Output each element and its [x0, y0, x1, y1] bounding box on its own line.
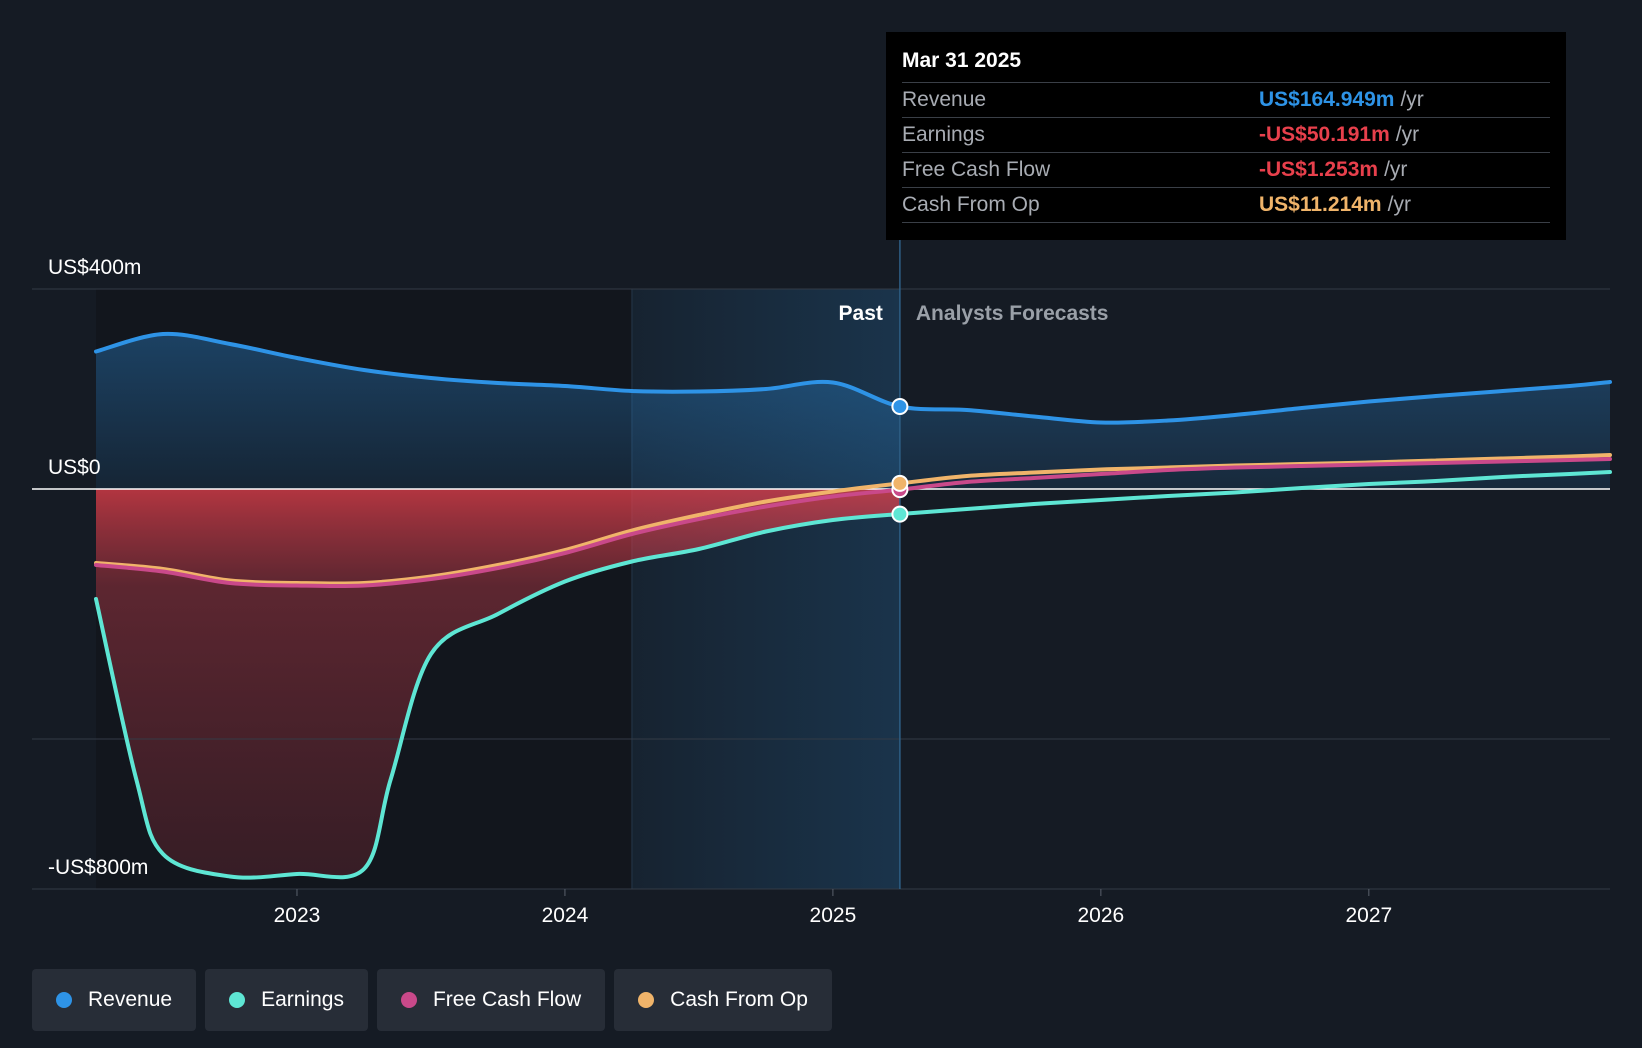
legend-label: Earnings — [261, 988, 344, 1011]
tooltip-row-earnings: Earnings -US$50.191m /yr — [902, 117, 1550, 152]
series-line-revenue — [94, 331, 1612, 425]
tooltip-unit: /yr — [1387, 193, 1411, 216]
y-axis-label: US$0 — [48, 456, 101, 479]
y-axis-label: US$400m — [48, 256, 141, 279]
data-point-marker — [891, 474, 909, 492]
legend: Revenue Earnings Free Cash Flow Cash Fro… — [32, 969, 832, 1031]
legend-item-free-cash-flow[interactable]: Free Cash Flow — [376, 969, 606, 1031]
tooltip-label: Cash From Op — [902, 193, 1040, 216]
tooltip: Mar 31 2025 Revenue US$164.949m /yr Earn… — [886, 32, 1566, 240]
x-axis-label: 2027 — [1345, 904, 1392, 927]
tooltip-value: -US$50.191m — [1259, 123, 1390, 146]
tooltip-value: -US$1.253m — [1259, 158, 1379, 181]
cash-from-op-dot-icon — [638, 992, 655, 1008]
revenue-area — [96, 333, 1610, 489]
tooltip-value: US$11.214m — [1259, 193, 1382, 216]
forecast-label: Analysts Forecasts — [916, 302, 1109, 325]
legend-label: Free Cash Flow — [432, 988, 582, 1011]
earnings-dot-icon — [229, 992, 246, 1008]
free-cash-flow-dot-icon — [400, 992, 417, 1008]
series-line-free-cash-flow — [94, 457, 1612, 589]
data-point-marker — [891, 398, 909, 415]
tooltip-date: Mar 31 2025 — [902, 49, 1022, 72]
tooltip-unit: /yr — [1400, 88, 1424, 111]
x-axis-label: 2026 — [1078, 904, 1125, 927]
x-axis-label: 2025 — [810, 904, 857, 927]
legend-item-earnings[interactable]: Earnings — [205, 969, 368, 1031]
revenue-dot-icon — [56, 992, 72, 1008]
tooltip-row-revenue: Revenue US$164.949m /yr — [902, 82, 1550, 117]
tooltip-unit: /yr — [1395, 123, 1420, 146]
legend-label: Revenue — [88, 988, 173, 1011]
past-highlight-band — [631, 289, 900, 889]
x-axis-label: 2023 — [274, 904, 321, 927]
tooltip-unit: /yr — [1384, 158, 1408, 181]
legend-item-cash-from-op[interactable]: Cash From Op — [614, 969, 832, 1031]
past-label: Past — [839, 302, 883, 325]
tooltip-label: Earnings — [902, 123, 985, 146]
series-line-earnings — [94, 470, 1612, 880]
tooltip-row-cash-from-op: Cash From Op US$11.214m /yr — [902, 187, 1550, 223]
x-axis-label: 2024 — [542, 904, 589, 927]
legend-label: Cash From Op — [670, 988, 808, 1011]
tooltip-value: US$164.949m — [1259, 88, 1395, 111]
tooltip-label: Revenue — [902, 88, 987, 111]
tooltip-label: Free Cash Flow — [902, 158, 1051, 181]
y-axis-label: -US$800m — [48, 856, 148, 879]
tooltip-row-free-cash-flow: Free Cash Flow -US$1.253m /yr — [902, 152, 1550, 187]
legend-item-revenue[interactable]: Revenue — [32, 969, 197, 1031]
data-point-marker — [891, 505, 909, 523]
